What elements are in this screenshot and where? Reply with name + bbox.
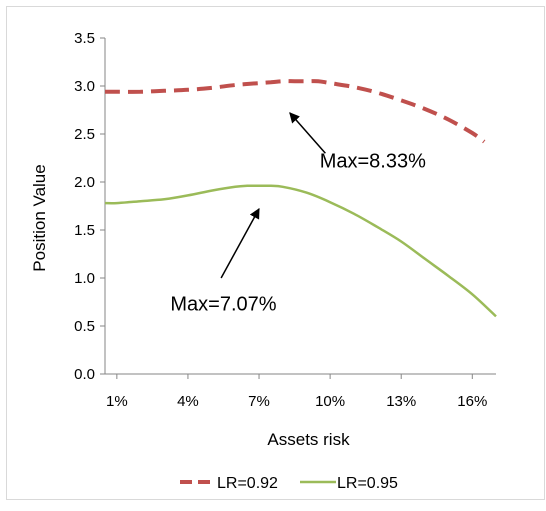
x-tick-label: 4%: [177, 393, 199, 410]
series-line-2: [105, 184, 497, 318]
y-tick-label: 0.0: [74, 366, 95, 383]
y-tick-label: 1.5: [74, 222, 95, 239]
y-tick-label: 1.0: [74, 270, 95, 287]
chart-border: [6, 6, 545, 500]
annotation-label-1: Max=8.33%: [320, 151, 426, 173]
x-tick-label: 13%: [386, 393, 416, 410]
y-axis-title: Position Value: [30, 164, 49, 271]
legend-label-1: LR=0.92: [217, 475, 278, 492]
x-tick-label: 7%: [248, 393, 270, 410]
y-tick-label: 2.0: [74, 174, 95, 191]
legend-label-2: LR=0.95: [337, 475, 398, 492]
x-tick-label: 1%: [106, 393, 128, 410]
annotation-label-2: Max=7.07%: [170, 294, 276, 316]
x-tick-label: 10%: [315, 393, 345, 410]
x-tick-label: 16%: [457, 393, 487, 410]
y-tick-label: 3.0: [74, 78, 95, 95]
y-tick-label: 3.5: [74, 30, 95, 47]
x-axis-title: Assets risk: [267, 430, 350, 449]
series-line-1: [105, 79, 486, 144]
annotation-arrow-2: [220, 207, 260, 279]
annotation-arrow-1: [289, 112, 326, 154]
y-tick-label: 0.5: [74, 318, 95, 335]
y-tick-label: 2.5: [74, 126, 95, 143]
